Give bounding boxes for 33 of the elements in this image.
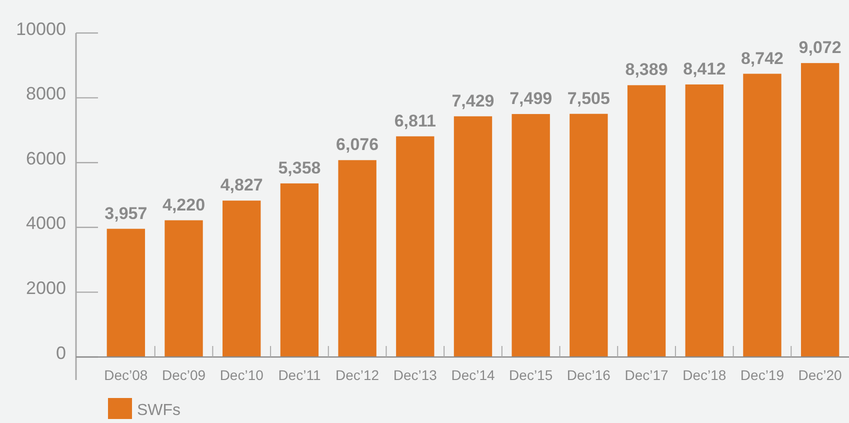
x-tick-label: Dec’12: [336, 367, 380, 383]
x-tick-label: Dec’15: [509, 367, 553, 383]
y-tick-label: 0: [56, 342, 66, 363]
data-label: 7,505: [567, 88, 610, 108]
y-tick-label: 8000: [26, 84, 66, 104]
x-tick-label: Dec’18: [682, 367, 726, 383]
x-tick-label: Dec’08: [104, 367, 148, 383]
y-tick-label: 4000: [26, 213, 66, 234]
data-label: 3,957: [104, 204, 148, 223]
data-label: 8,412: [683, 59, 726, 78]
data-label: 9,072: [798, 38, 842, 58]
x-tick-label: Dec’09: [162, 367, 206, 383]
data-label: 4,220: [162, 195, 206, 214]
data-label: 6,811: [394, 111, 436, 130]
data-label: 8,389: [625, 60, 668, 80]
x-tick-label: Dec’20: [798, 367, 842, 383]
data-label: 7,429: [452, 91, 494, 110]
data-label: 8,742: [740, 48, 784, 68]
data-label: 6,076: [336, 135, 379, 154]
legend-label: SWFs: [137, 402, 181, 419]
x-tick-label: Dec’17: [624, 367, 669, 383]
data-label: 7,499: [510, 89, 552, 108]
y-tick-label: 10000: [16, 18, 66, 39]
data-label: 5,358: [278, 158, 321, 178]
y-tick-label: 6000: [26, 148, 66, 168]
x-tick-label: Dec’19: [740, 367, 784, 383]
data-label: 4,827: [220, 176, 263, 195]
x-tick-label: Dec’16: [566, 367, 611, 383]
y-tick-label: 2000: [26, 278, 66, 298]
x-tick-label: Dec’11: [278, 367, 321, 383]
x-tick-label: Dec’10: [220, 367, 264, 383]
x-tick-label: Dec’14: [451, 367, 495, 383]
x-tick-label: Dec’13: [393, 367, 438, 383]
